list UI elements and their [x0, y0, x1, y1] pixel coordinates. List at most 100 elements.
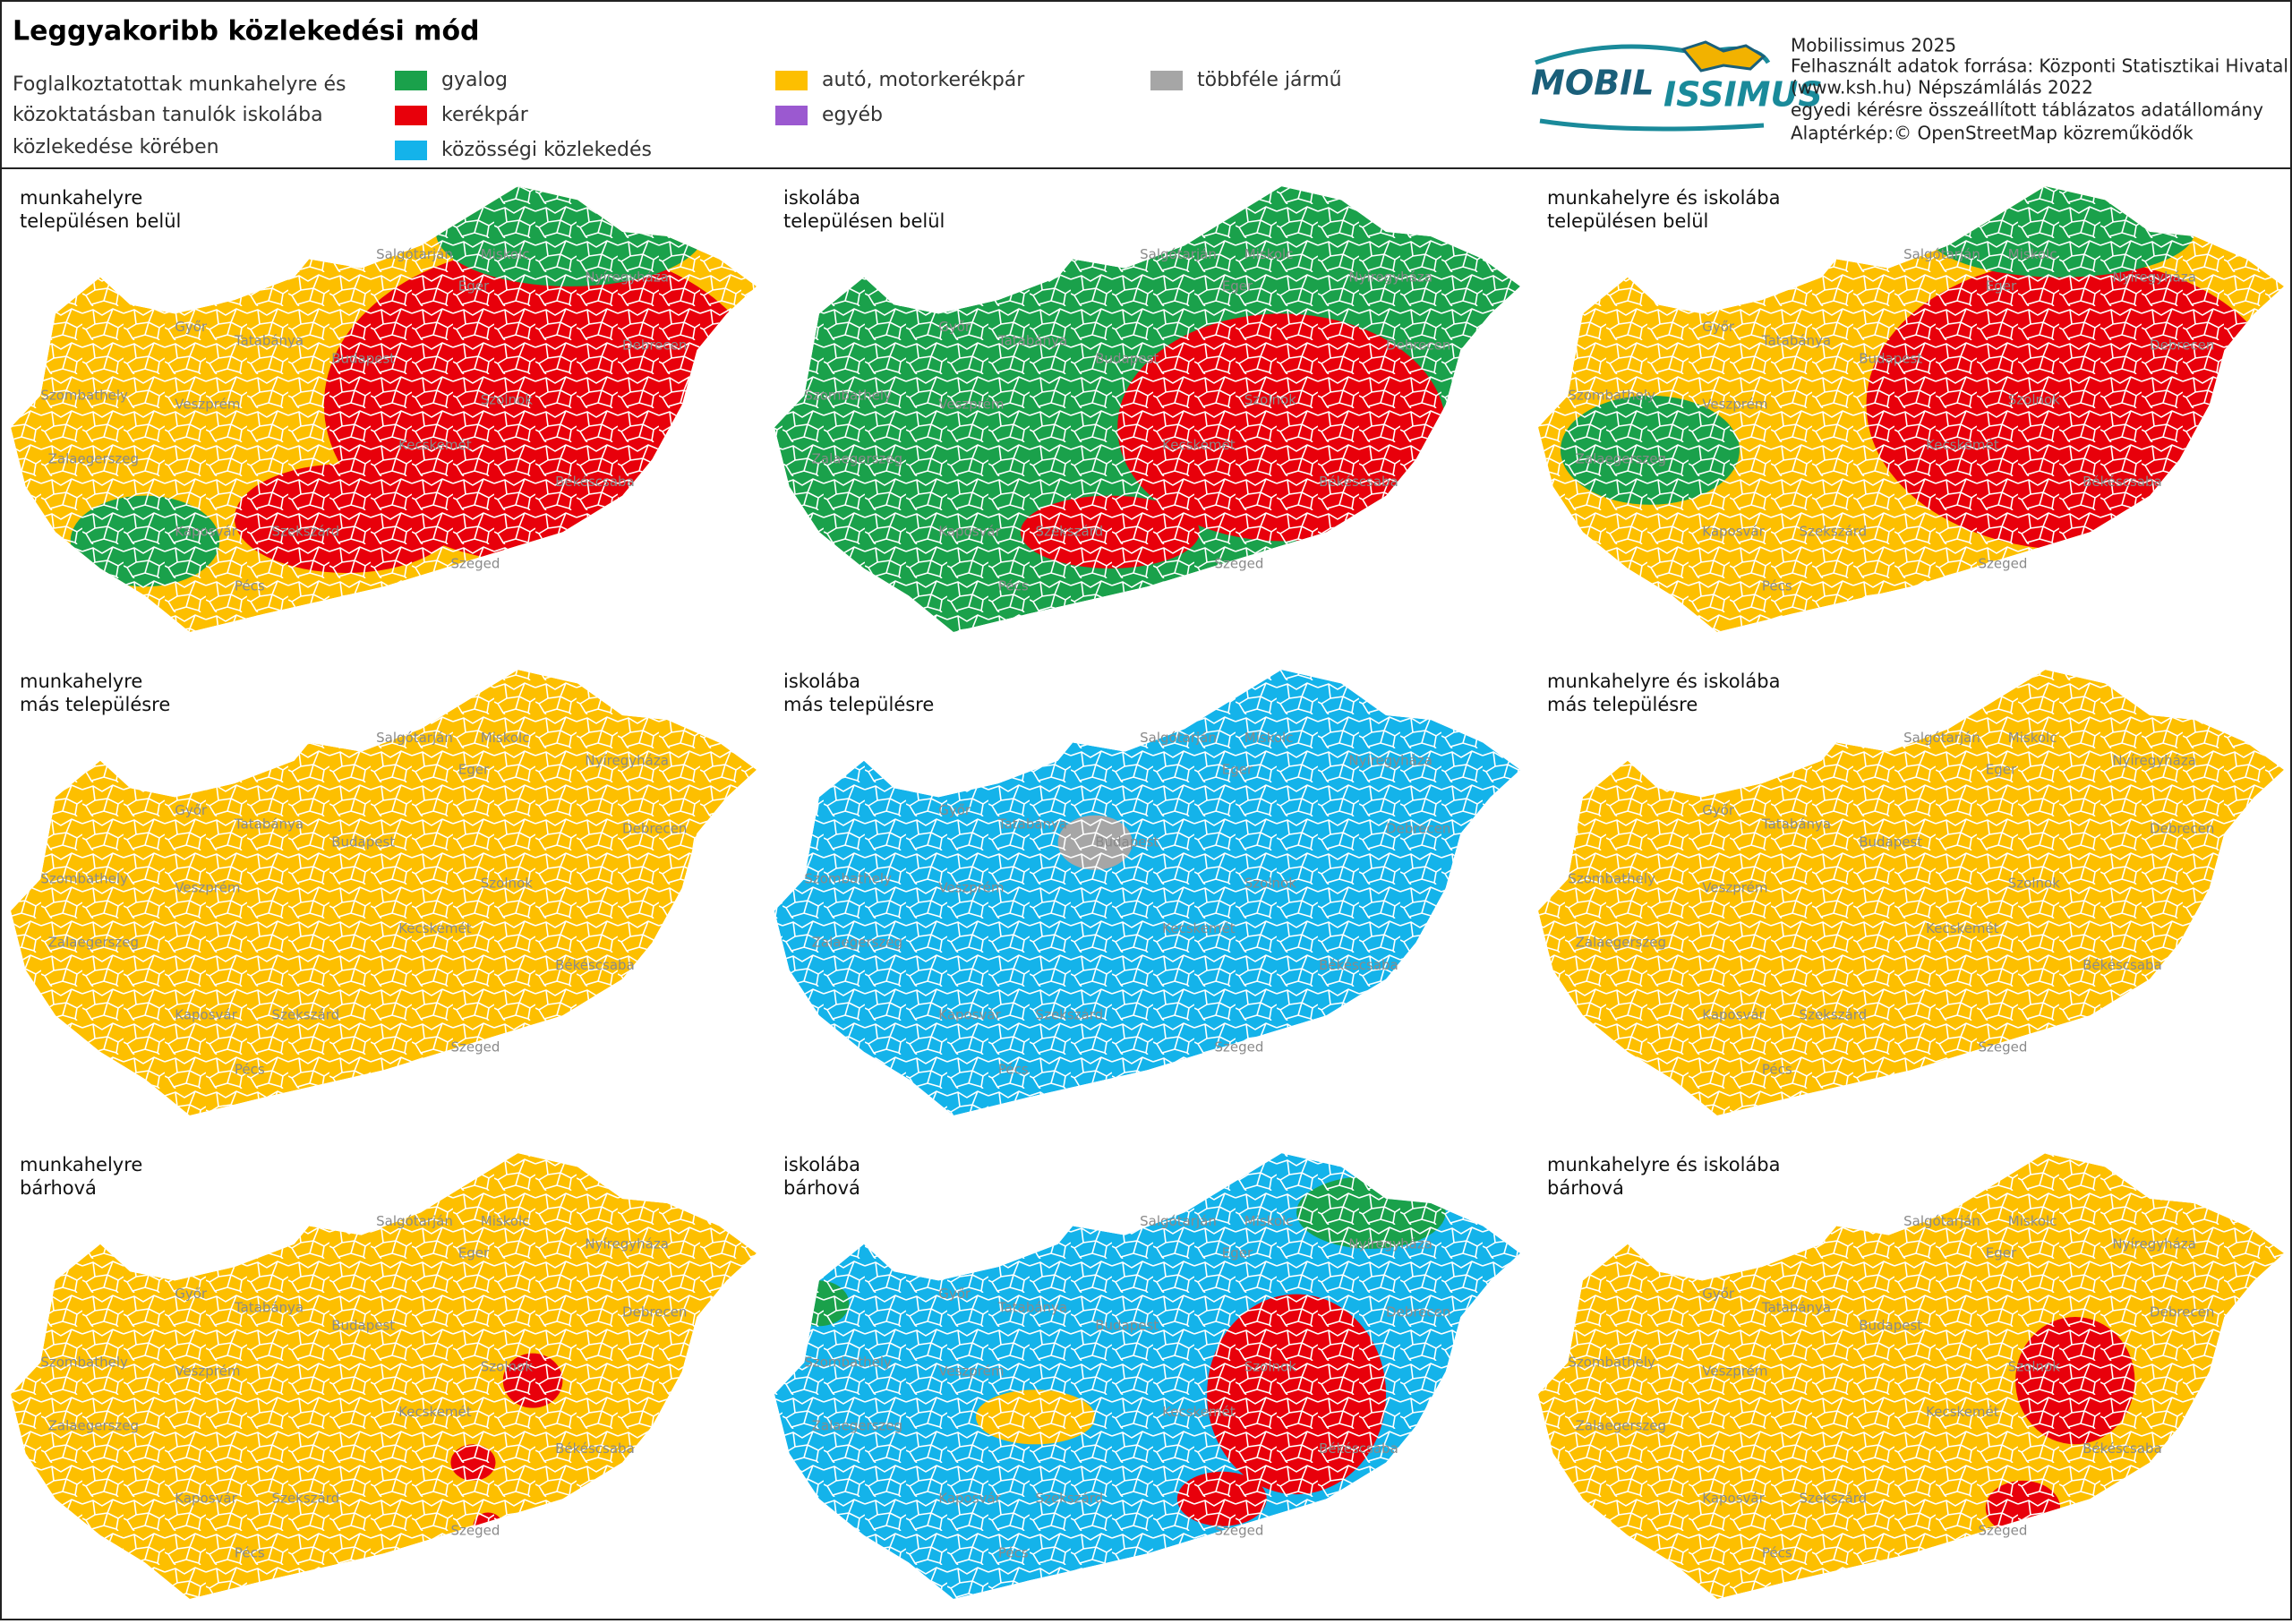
- city-label: Debrecen: [622, 1303, 687, 1320]
- map-panel: Salgótarján Miskolc Nyíregyháza Eger Győr Tat…: [1538, 1153, 2284, 1599]
- city-label: Szombathely: [40, 1354, 128, 1370]
- city-label: Győr: [938, 1286, 971, 1302]
- city-label: Veszprém: [938, 880, 1004, 896]
- source-line: egyedi kérésre összeállított táblázatos …: [1791, 99, 2263, 121]
- city-label: Tatabánya: [1761, 1299, 1831, 1315]
- city-label: Debrecen: [2150, 820, 2214, 836]
- city-label: Veszprém: [938, 397, 1004, 413]
- city-label: Kaposvár: [938, 1007, 1001, 1023]
- map-panel: Salgótarján Miskolc Nyíregyháza Eger Győr Tat…: [1538, 186, 2284, 632]
- city-label: Miskolc: [2008, 730, 2057, 746]
- city-label: Pécs: [235, 1062, 265, 1078]
- city-label: Kecskemét: [398, 920, 472, 936]
- panel-label: más településre: [783, 694, 934, 715]
- city-label: Kaposvár: [175, 1491, 237, 1507]
- city-label: Zalaegerszeg: [48, 934, 139, 950]
- city-label: Zalaegerszeg: [48, 450, 139, 466]
- city-label: Szombathely: [804, 387, 892, 403]
- city-label: Salgótarján: [1140, 730, 1217, 746]
- city-label: Zalaegerszeg: [812, 934, 902, 950]
- city-label: Szolnok: [481, 391, 533, 407]
- city-label: Békéscsaba: [555, 957, 635, 973]
- title: Leggyakoribb közlekedési mód: [13, 16, 480, 47]
- city-label: Debrecen: [1386, 1303, 1450, 1320]
- logo-text: MOBIL: [1531, 64, 1654, 103]
- city-label: Szekszárd: [1800, 1491, 1868, 1507]
- city-label: Kecskemét: [1162, 1404, 1236, 1420]
- city-label: Miskolc: [481, 730, 530, 746]
- city-label: Nyíregyháza: [1348, 752, 1432, 768]
- city-label: Budapest: [331, 351, 395, 367]
- city-label: Budapest: [1095, 1318, 1159, 1334]
- city-label: Nyíregyháza: [1348, 269, 1432, 285]
- city-label: Debrecen: [622, 820, 687, 836]
- city-label: Szekszárd: [1800, 1007, 1868, 1023]
- city-label: Miskolc: [1244, 730, 1294, 746]
- legend-swatch: [775, 106, 808, 125]
- city-label: Tatabánya: [1761, 816, 1831, 832]
- city-label: Győr: [938, 319, 971, 335]
- city-label: Tatabánya: [1761, 332, 1831, 348]
- city-label: Békéscsaba: [1319, 957, 1398, 973]
- panel-label: munkahelyre és iskolába: [1547, 671, 1780, 692]
- city-label: Tatabánya: [234, 1299, 304, 1315]
- city-label: Salgótarján: [1903, 1213, 1980, 1229]
- legend-label: többféle jármű: [1197, 69, 1342, 91]
- city-label: Kaposvár: [938, 524, 1001, 540]
- city-label: Győr: [1702, 1286, 1735, 1302]
- city-label: Kaposvár: [1702, 524, 1765, 540]
- city-label: Kecskemét: [1162, 437, 1236, 453]
- city-label: Eger: [1986, 278, 2017, 294]
- legend-label: egyéb: [822, 104, 883, 126]
- city-label: Szekszárd: [1036, 1007, 1104, 1023]
- city-label: Eger: [1222, 761, 1253, 777]
- city-label: Salgótarján: [1140, 1213, 1217, 1229]
- city-label: Békéscsaba: [2082, 1440, 2162, 1457]
- city-label: Tatabánya: [234, 332, 304, 348]
- city-label: Szombathely: [40, 387, 128, 403]
- city-label: Szeged: [1214, 555, 1263, 571]
- city-label: Szolnok: [481, 875, 533, 891]
- city-label: Szombathely: [1568, 1354, 1655, 1370]
- subtitle: Foglalkoztatottak munkahelyre és: [13, 73, 346, 96]
- city-label: Budapest: [331, 834, 395, 850]
- city-label: Szeged: [450, 555, 500, 571]
- city-label: Nyíregyháza: [585, 269, 669, 285]
- city-label: Miskolc: [2008, 1213, 2057, 1229]
- city-label: Zalaegerszeg: [1576, 450, 1666, 466]
- city-label: Budapest: [1859, 834, 1922, 850]
- city-label: Zalaegerszeg: [1576, 1417, 1666, 1433]
- city-label: Nyíregyháza: [2112, 752, 2196, 768]
- city-label: Miskolc: [481, 1213, 530, 1229]
- map-panel: Salgótarján Miskolc Nyíregyháza Eger Győr Tat…: [774, 186, 1520, 632]
- city-label: Kaposvár: [1702, 1491, 1765, 1507]
- city-label: Győr: [1702, 319, 1735, 335]
- city-label: Szombathely: [804, 1354, 892, 1370]
- city-label: Zalaegerszeg: [1576, 934, 1666, 950]
- legend-swatch: [395, 71, 427, 90]
- city-label: Debrecen: [622, 337, 687, 353]
- city-label: Pécs: [1762, 1545, 1792, 1561]
- city-label: Salgótarján: [376, 1213, 453, 1229]
- city-label: Szolnok: [1244, 875, 1296, 891]
- legend-swatch: [395, 141, 427, 160]
- city-label: Kecskemét: [398, 437, 472, 453]
- map-panel: Salgótarján Miskolc Nyíregyháza Eger Győr Tat…: [1538, 670, 2284, 1115]
- city-label: Szombathely: [40, 870, 128, 886]
- legend-label: gyalog: [441, 69, 508, 91]
- city-label: Budapest: [1095, 834, 1159, 850]
- source-line: Mobilissimus 2025: [1791, 35, 1956, 56]
- city-label: Zalaegerszeg: [48, 1417, 139, 1433]
- city-label: Szeged: [1214, 1522, 1263, 1538]
- city-label: Kecskemét: [1162, 920, 1236, 936]
- city-label: Salgótarján: [1903, 730, 1980, 746]
- logo: MOBIL ISSIMUS: [1531, 40, 1823, 132]
- panel-label: munkahelyre: [20, 1154, 142, 1175]
- city-label: Kecskemét: [1926, 1404, 1999, 1420]
- subtitle: közoktatásban tanulók iskolába: [13, 104, 323, 126]
- city-label: Szombathely: [1568, 387, 1655, 403]
- panel-label: bárhová: [20, 1177, 97, 1199]
- panel-label: munkahelyre és iskolába: [1547, 1154, 1780, 1175]
